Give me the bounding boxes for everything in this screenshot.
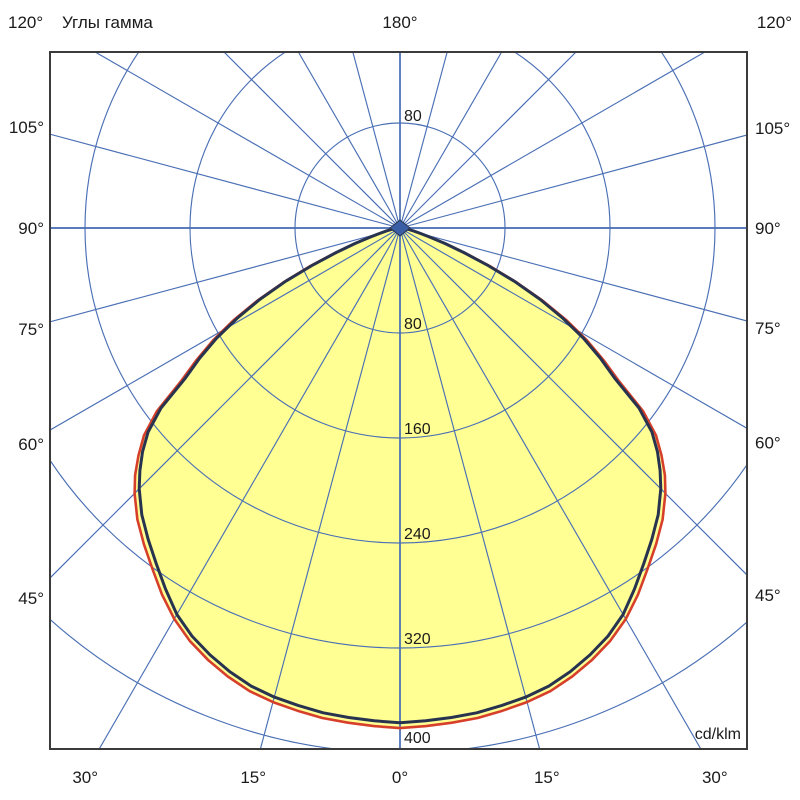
gamma-angle-label-bottom: 0°	[392, 768, 408, 787]
gamma-grid-line	[50, 227, 401, 579]
gamma-grid-line	[352, 52, 401, 229]
gamma-grid-line	[399, 52, 503, 229]
gamma-grid-line	[399, 52, 577, 229]
gamma-grid-line	[50, 227, 401, 431]
gamma-grid-line	[297, 52, 401, 229]
corner-angle-label-right: 120°	[756, 13, 792, 32]
gamma-angle-label-left: 90°	[18, 219, 44, 238]
gamma-grid-line	[399, 227, 702, 749]
gamma-angle-label-left: 45°	[18, 589, 44, 608]
gamma-grid-line	[399, 134, 747, 229]
gamma-grid-line	[399, 227, 541, 749]
gamma-grid-line	[223, 52, 401, 229]
unit-label: cd/klm	[695, 726, 741, 743]
intensity-curve-primary	[137, 226, 663, 725]
gamma-angle-label-bottom: 15°	[534, 768, 560, 787]
gamma-angle-label-right: 60°	[755, 433, 781, 452]
corner-angle-label-left: 120°	[8, 13, 44, 32]
gamma-angle-label-right: 90°	[755, 219, 781, 238]
gamma-grid-line	[399, 227, 747, 322]
gamma-angle-label-left: 75°	[18, 320, 44, 339]
radial-tick-label-upper: 80	[404, 108, 422, 125]
gamma-grid-line	[399, 52, 448, 229]
plot-border	[49, 51, 748, 750]
gamma-angle-label-left: 60°	[18, 435, 44, 454]
page-title: Углы гамма	[62, 13, 153, 32]
gamma-angle-label-bottom: 15°	[240, 768, 266, 787]
radial-tick-label: 320	[404, 631, 431, 648]
gamma-angle-label-right: 105°	[755, 119, 790, 138]
gamma-grid-line	[399, 227, 747, 576]
radial-tick-label: 400	[404, 730, 431, 747]
radial-tick-label: 80	[404, 316, 422, 333]
gamma-angle-label-left: 105°	[9, 118, 44, 137]
gamma-grid-line	[50, 227, 401, 323]
radial-tick-label: 240	[404, 526, 431, 543]
gamma-grid-line	[98, 227, 401, 749]
gamma-grid-line	[50, 133, 401, 229]
radial-tick-label: 160	[404, 421, 431, 438]
top-angle-label: 180°	[382, 13, 418, 32]
gamma-angle-label-right: 75°	[755, 319, 781, 338]
gamma-angle-label-bottom: 30°	[72, 768, 98, 787]
pole-marker	[389, 219, 411, 237]
gamma-grid-line	[94, 52, 401, 229]
gamma-grid-line	[259, 227, 401, 749]
gamma-angle-label-bottom: 30°	[702, 768, 728, 787]
gamma-angle-label-right: 45°	[755, 586, 781, 605]
gamma-grid-line	[399, 227, 747, 430]
gamma-grid-line	[399, 52, 706, 229]
